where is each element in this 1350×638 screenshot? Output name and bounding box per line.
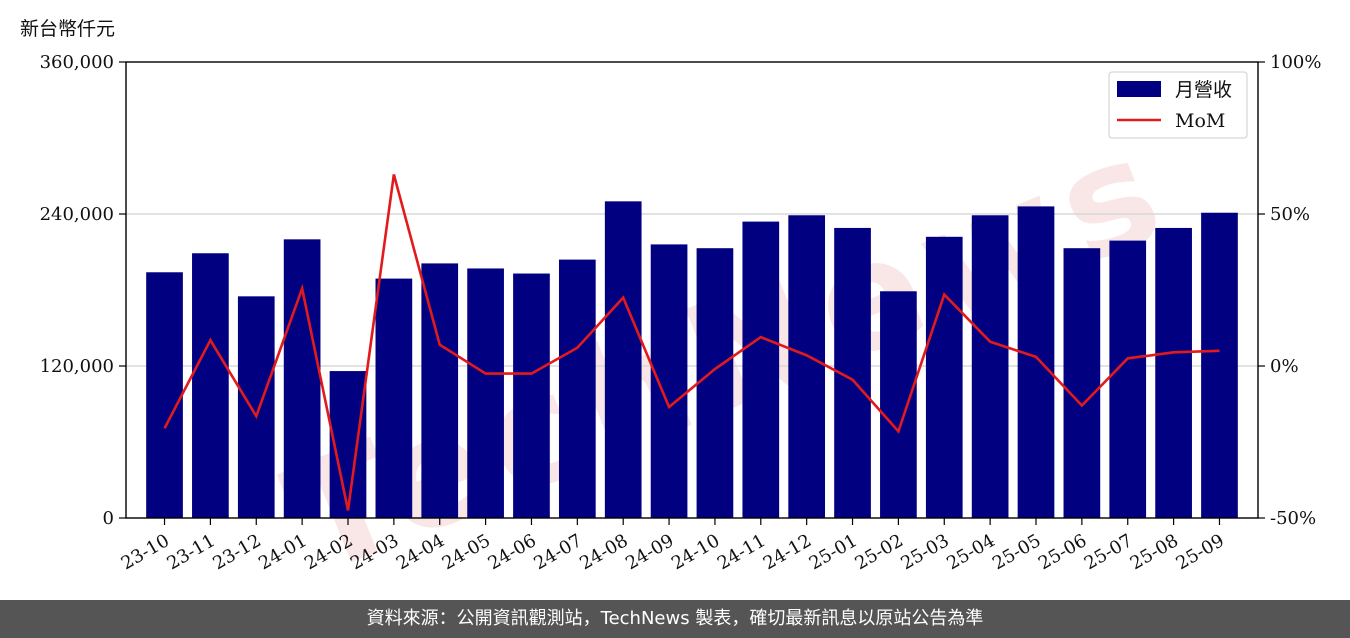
bar-24-04 — [421, 263, 459, 518]
y-right-tick-label: 0% — [1270, 356, 1299, 377]
bar-23-11 — [192, 253, 229, 518]
bar-24-12 — [788, 215, 826, 518]
bar-23-12 — [237, 296, 275, 518]
y-axis-left: 0 120,000 240,000 360,000 — [40, 52, 126, 529]
bar-24-05 — [467, 268, 504, 518]
x-tick-label: 24-08 — [576, 530, 631, 574]
source-footer: 資料來源：公開資訊觀測站，TechNews 製表，確切最新訊息以原站公告為準 — [0, 600, 1350, 638]
bar-series — [146, 201, 1238, 519]
bar-24-09 — [650, 244, 688, 518]
y-left-tick-label: 120,000 — [40, 356, 114, 377]
bar-24-10 — [696, 248, 734, 518]
x-tick-label: 24-10 — [668, 530, 723, 574]
x-tick-label: 25-03 — [897, 530, 952, 574]
bar-25-07 — [1109, 240, 1147, 518]
plot-frame — [125, 61, 1259, 519]
bar-25-09 — [1201, 212, 1238, 518]
y-left-tick-label: 240,000 — [40, 204, 114, 225]
legend-label-revenue: 月營收 — [1175, 79, 1232, 101]
x-tick-label: 25-01 — [806, 530, 861, 574]
legend-label-mom: MoM — [1175, 110, 1225, 132]
bar-24-11 — [742, 221, 780, 518]
bar-24-02 — [329, 371, 367, 518]
y-right-tick-label: 100% — [1270, 52, 1321, 73]
y-left-tick-label: 0 — [103, 508, 114, 529]
bar-25-06 — [1063, 248, 1101, 518]
unit-label: 新台幣仟元 — [20, 18, 116, 40]
x-tick-label: 24-09 — [622, 530, 677, 574]
x-tick-label: 25-05 — [989, 530, 1044, 574]
x-tick-label: 23-10 — [118, 530, 173, 574]
x-tick-label: 23-12 — [209, 530, 264, 574]
bar-24-07 — [558, 259, 596, 518]
x-tick-label: 25-09 — [1173, 530, 1228, 574]
x-tick-label: 24-12 — [760, 530, 815, 574]
x-tick-label: 25-04 — [943, 530, 998, 574]
x-tick-label: 25-02 — [851, 530, 906, 574]
x-tick-label: 24-01 — [255, 530, 310, 574]
y-left-tick-label: 360,000 — [40, 52, 114, 73]
x-tick-label: 23-11 — [163, 530, 218, 574]
bar-25-03 — [925, 236, 963, 519]
bar-25-02 — [880, 291, 917, 518]
x-tick-label: 24-11 — [714, 530, 769, 574]
bar-24-01 — [283, 239, 321, 519]
x-tick-label: 25-06 — [1035, 530, 1090, 574]
bar-25-08 — [1155, 227, 1192, 518]
bar-25-04 — [971, 215, 1009, 518]
y-axis-right: -50% 0% 50% 100% — [1258, 52, 1321, 529]
x-tick-label: 25-07 — [1081, 530, 1136, 574]
bar-23-10 — [146, 272, 183, 518]
y-right-tick-label: 50% — [1270, 204, 1310, 225]
x-tick-label: 24-07 — [530, 530, 585, 574]
bar-25-05 — [1017, 206, 1055, 518]
bar-24-03 — [375, 278, 413, 518]
bar-24-08 — [604, 201, 642, 519]
legend: 月營收 MoM — [1108, 71, 1248, 139]
bar-24-06 — [513, 273, 550, 518]
x-axis: 23-1023-1123-1224-0124-0224-0324-0424-05… — [118, 518, 1228, 574]
x-tick-label: 25-08 — [1127, 530, 1182, 574]
y-right-tick-label: -50% — [1270, 508, 1316, 529]
legend-bar-swatch — [1117, 81, 1161, 97]
mom-line — [163, 174, 1220, 511]
